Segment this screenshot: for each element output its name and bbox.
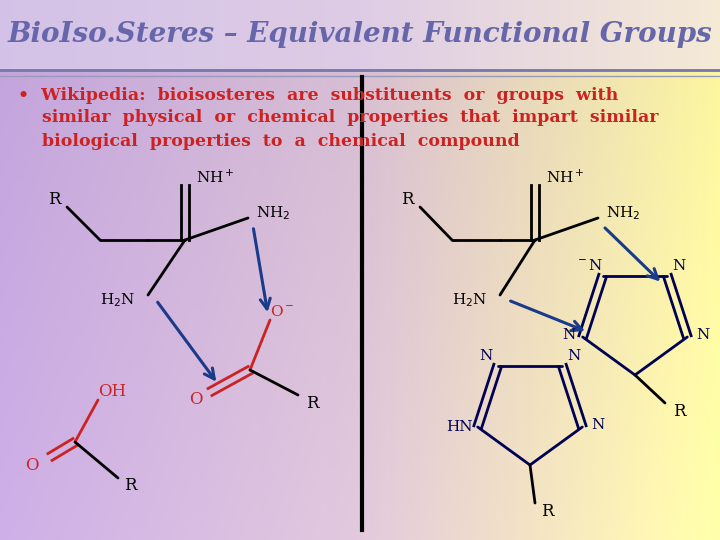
Text: R: R [306, 395, 318, 411]
Text: N: N [592, 418, 605, 432]
Text: NH$_2$: NH$_2$ [606, 204, 640, 222]
Text: HN: HN [446, 420, 473, 434]
Text: NH$_2$: NH$_2$ [256, 204, 290, 222]
Text: R: R [541, 503, 553, 519]
Text: H$_2$N: H$_2$N [100, 291, 135, 309]
Text: N: N [567, 348, 581, 362]
Text: N: N [697, 328, 710, 342]
Text: R: R [672, 402, 685, 420]
Text: R: R [48, 192, 60, 208]
Text: NH$^+$: NH$^+$ [546, 168, 585, 186]
Text: R: R [124, 477, 136, 495]
Text: NH$^+$: NH$^+$ [196, 168, 234, 186]
Text: N: N [479, 348, 492, 362]
Text: BioIso.Steres – Equivalent Functional Groups: BioIso.Steres – Equivalent Functional Gr… [8, 22, 712, 49]
Text: N: N [562, 328, 575, 342]
Text: •  Wikipedia:  bioisosteres  are  substituents  or  groups  with: • Wikipedia: bioisosteres are substituen… [18, 86, 618, 104]
Text: O$^-$: O$^-$ [270, 305, 294, 320]
Text: OH: OH [98, 383, 126, 401]
Text: R: R [401, 192, 413, 208]
Text: H$_2$N: H$_2$N [452, 291, 487, 309]
Text: $^-$N: $^-$N [575, 258, 603, 273]
Text: O: O [189, 392, 203, 408]
Text: N: N [672, 259, 686, 273]
Text: biological  properties  to  a  chemical  compound: biological properties to a chemical comp… [18, 132, 520, 150]
Text: similar  physical  or  chemical  properties  that  impart  similar: similar physical or chemical properties … [18, 110, 659, 126]
Text: O: O [25, 456, 39, 474]
